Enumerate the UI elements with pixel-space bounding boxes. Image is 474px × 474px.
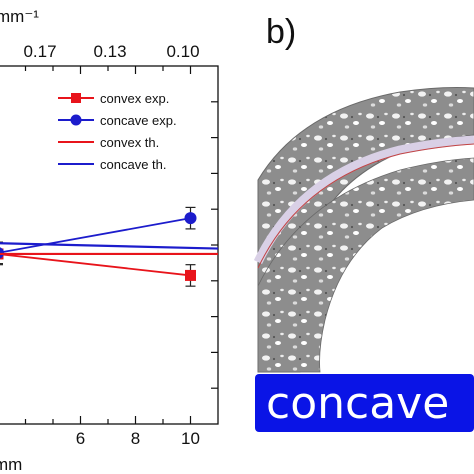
series-concave-th: [0, 242, 219, 250]
legend-label: convex th.: [100, 135, 159, 150]
x-tick-label: 8: [131, 429, 140, 448]
legend-marker-circle: [70, 114, 82, 126]
series-line: [0, 242, 219, 250]
top-tick-label: 0.10: [166, 42, 199, 61]
series-line: [0, 253, 191, 277]
legend-label: concave exp.: [100, 113, 177, 128]
x-axis-tick-labels: 6 8 10: [76, 429, 200, 448]
top-axis-tick-labels: 0.17 0.13 0.10: [23, 42, 199, 61]
top-axis-title: mm⁻¹: [0, 7, 39, 26]
x-tick-label: 6: [76, 429, 85, 448]
legend-marker-square: [71, 93, 81, 103]
top-tick-label: 0.13: [93, 42, 126, 61]
panel-b-label: b): [266, 13, 296, 51]
micrograph-interface-edge: [257, 143, 474, 269]
chart-panel: mm⁻¹ 0.17 0.13 0.10 6 8 10 convex exp. concav…: [0, 7, 219, 474]
micrograph-inner-region: [257, 157, 474, 373]
data-point-circle: [184, 212, 197, 225]
series-concave-exp: [0, 206, 197, 265]
x-tick-label: 10: [181, 429, 200, 448]
x-axis-ticks: [24, 66, 192, 424]
top-tick-label: 0.17: [23, 42, 56, 61]
chart-legend: convex exp. concave exp. convex th. concave…: [58, 91, 177, 172]
series-convex-exp: [0, 242, 196, 287]
y-axis-ticks: [211, 101, 218, 389]
legend-label: concave th.: [100, 157, 167, 172]
concave-badge-label: concave: [266, 378, 449, 429]
series-line: [0, 217, 191, 254]
data-point-square: [185, 269, 196, 281]
micrograph-panel: b) concave: [253, 13, 474, 432]
concave-badge: [255, 374, 474, 432]
micrograph-interface-line: [253, 135, 474, 264]
x-axis-title: mm: [0, 455, 22, 474]
legend-label: convex exp.: [100, 91, 169, 106]
series-layer: [0, 206, 219, 287]
